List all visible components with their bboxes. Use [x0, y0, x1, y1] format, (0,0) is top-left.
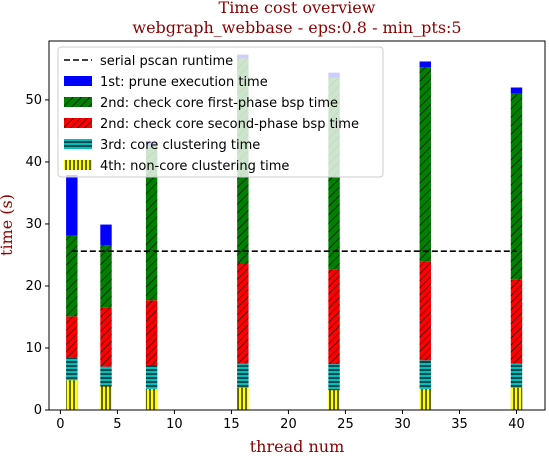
x-tick-label: 20 — [280, 417, 297, 432]
bar-segment — [419, 360, 431, 389]
bar-segment — [145, 300, 158, 366]
legend-swatch — [64, 118, 92, 128]
x-axis-label: thread num — [250, 437, 345, 456]
bar-segment — [100, 307, 112, 367]
bar-segment — [66, 235, 78, 317]
x-tick-label: 25 — [337, 417, 354, 432]
bar-segment — [328, 269, 340, 365]
bar-segment — [510, 87, 523, 94]
bar-segment — [237, 263, 249, 364]
bar-segment — [419, 67, 431, 262]
y-tick-label: 50 — [25, 93, 42, 108]
chart-title: Time cost overview — [219, 0, 376, 17]
bar-segment — [100, 224, 112, 246]
y-tick-label: 20 — [25, 279, 42, 294]
bar-segment — [510, 387, 523, 410]
legend: serial pscan runtime 1st: prune execution… — [57, 46, 384, 178]
bar-segment — [145, 388, 158, 410]
bar-segment — [237, 363, 249, 388]
x-axis-ticks: 0 5 10 15 20 25 30 35 40 — [56, 410, 525, 432]
bar-segment — [66, 357, 78, 381]
bar-segment — [510, 279, 523, 364]
legend-swatch — [64, 160, 92, 170]
y-axis-label: time (s) — [0, 194, 16, 256]
legend-label: 2nd: check core second-phase bsp time — [100, 117, 359, 132]
legend-box — [57, 46, 384, 178]
x-tick-label: 35 — [451, 417, 468, 432]
x-tick-label: 30 — [394, 417, 411, 432]
chart-subtitle: webgraph_webbase - eps:0.8 - min_pts:5 — [132, 18, 461, 37]
bar-segment — [66, 174, 78, 236]
y-tick-label: 30 — [25, 217, 42, 232]
x-tick-label: 5 — [113, 417, 121, 432]
bar-segment — [237, 387, 249, 410]
y-tick-label: 0 — [34, 403, 42, 418]
bar-segment — [145, 365, 158, 389]
x-tick-label: 0 — [56, 417, 64, 432]
bar-segment — [328, 364, 340, 391]
y-tick-label: 10 — [25, 341, 42, 356]
bar-segment — [328, 390, 340, 410]
bar-segment — [66, 380, 78, 410]
bar-segment — [100, 366, 112, 387]
bar-segment — [145, 144, 158, 301]
legend-swatch — [64, 76, 92, 86]
bar-segment — [419, 388, 431, 410]
legend-swatch — [64, 97, 92, 107]
plot-area-frame — [48, 40, 546, 411]
legend-label: serial pscan runtime — [100, 54, 233, 69]
x-tick-label: 40 — [508, 417, 525, 432]
legend-swatch — [64, 139, 92, 149]
x-tick-label: 10 — [166, 417, 183, 432]
bar-segment — [510, 363, 523, 388]
y-axis-ticks: 0 10 20 30 40 50 — [25, 93, 49, 418]
y-tick-label: 40 — [25, 155, 42, 170]
bar-segment — [100, 245, 112, 308]
x-tick-label: 15 — [223, 417, 240, 432]
bar-segment — [100, 386, 112, 410]
bar-segment — [419, 61, 431, 68]
legend-label: 2nd: check core first-phase bsp time — [100, 96, 338, 111]
legend-label: 4th: non-core clustering time — [100, 159, 289, 174]
bar-segment — [66, 316, 78, 358]
bar-segment — [419, 261, 431, 361]
bar-segment — [510, 93, 523, 280]
legend-label: 1st: prune execution time — [100, 75, 268, 90]
legend-label: 3rd: core clustering time — [100, 138, 260, 153]
